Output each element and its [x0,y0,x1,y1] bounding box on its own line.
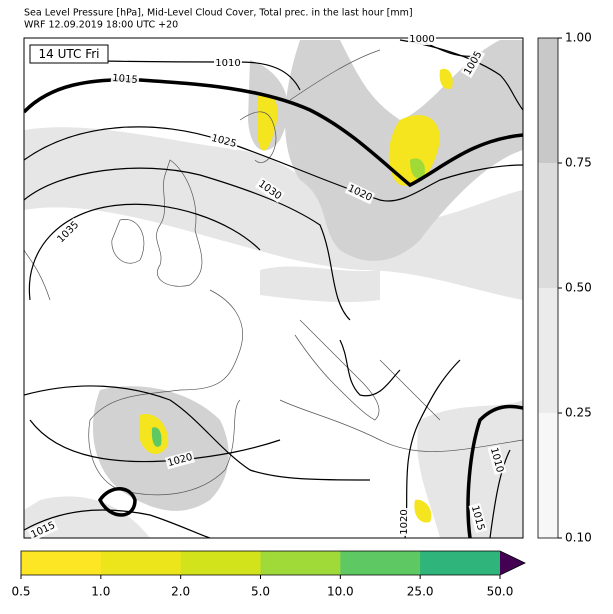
isobar-label-bg [27,518,59,542]
colorbar-extend-arrow [500,551,525,575]
precip-color-segment [340,551,421,575]
colorbar-tick-label: 1.00 [565,31,592,45]
map-frame [23,37,524,539]
colorbar-tick-label: 0.50 [565,281,592,295]
map-area [24,38,523,538]
time-label: 14 UTC Fri [39,47,100,61]
isobar-label-bg [468,502,488,534]
time-box [29,44,109,64]
precip-color-segment [420,551,501,575]
isobar-label-bg [110,71,140,87]
isobar-label-bg [164,450,196,470]
map-subtitle: WRF 12.09.2019 18:00 UTC +20 [24,20,178,31]
isobar-label-bg [408,33,436,45]
colorbar-tick-label: 1.0 [91,585,110,599]
isobar-label-bg [208,131,240,151]
isobar-label: 1000 [409,34,434,45]
colorbar-tick-label: 2.0 [171,585,190,599]
colorbar-tick-label: 5.0 [251,585,270,599]
isobar-label-bg [398,508,410,536]
cloud-color-segment [538,38,558,163]
isobar-label-bg [487,444,507,476]
colorbar-tick-label: 0.5 [11,585,30,599]
cloud-color-segment [538,413,558,538]
colorbar-tick-label: 50.0 [487,585,514,599]
isobar-label-bg [214,57,242,69]
colorbar-tick-label: 0.25 [565,406,592,420]
precip-color-segment [260,551,341,575]
isobar-label: 1010 [215,58,240,69]
isobar-label: 1020 [399,509,410,534]
isobar-label: 1015 [112,73,138,86]
isobar-label-bg [344,181,376,205]
cloud-color-segment [538,288,558,413]
precip-color-segment [180,551,261,575]
map-title: Sea Level Pressure [hPa], Mid-Level Clou… [24,8,413,19]
isobar-label-bg [53,217,83,247]
colorbar-tick-label: 0.75 [565,156,592,170]
precip-color-segment [21,551,102,575]
isobar-label-bg [460,47,486,79]
precip-color-segment [100,551,182,575]
colorbar-tick-label: 0.10 [565,531,592,545]
colorbar-tick-label: 25.0 [407,585,434,599]
colorbar-tick-label: 10.0 [327,585,354,599]
cloud-color-segment [538,163,558,288]
precip-colorbar: 0.5 1.0 2.0 5.0 10.0 25.0 50.0 [11,550,526,599]
cloud-colorbar: 0.10 0.25 0.50 0.75 1.00 [537,31,592,545]
colorbar-frame [20,550,526,576]
isobar-label-bg [255,177,285,203]
